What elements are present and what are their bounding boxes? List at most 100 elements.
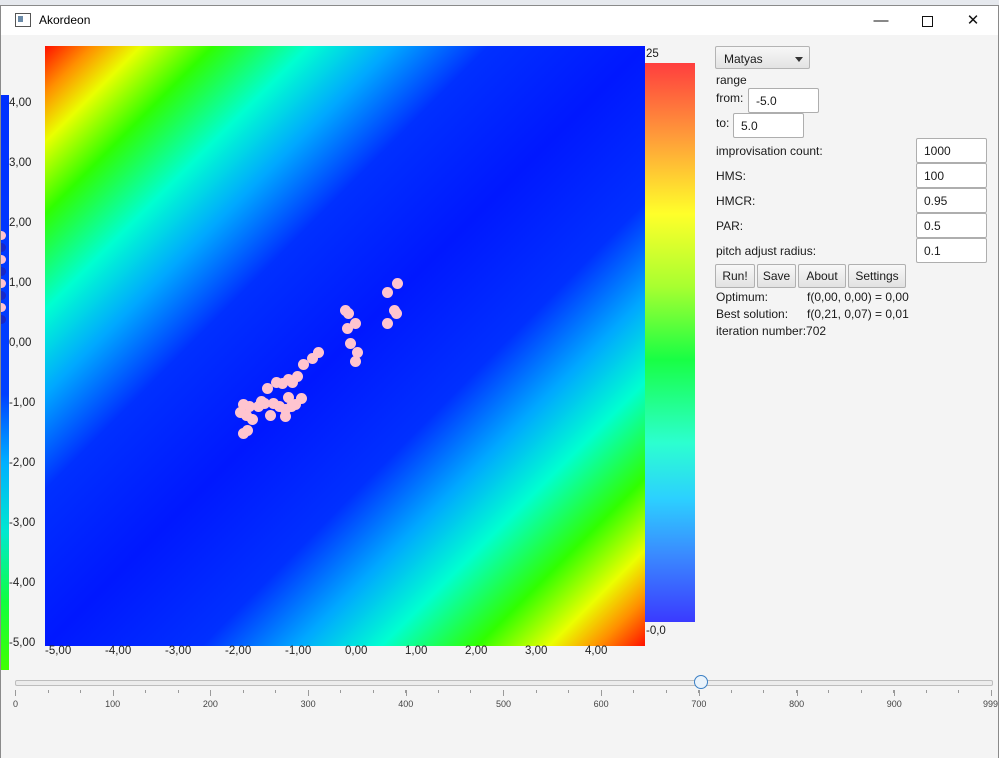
hmcr-input[interactable]: 0.95 [916,188,987,213]
par-label: PAR: [716,219,744,233]
save-button[interactable]: Save [757,264,796,288]
color-scale-min: -0,0 [646,625,666,637]
slider-minor-tick [340,690,342,693]
solution-point [237,399,249,411]
x-tick-label: -3,00 [165,645,192,657]
slider-tick-label: 600 [593,699,609,709]
solution-point [298,358,310,370]
optimum-label: Optimum: [716,290,769,304]
preview-point [1,267,6,276]
solution-point [270,376,282,388]
chevron-down-icon [795,57,803,62]
slider-minor-tick [828,690,830,693]
solution-point [279,411,291,423]
solution-point [261,382,273,394]
slider-major-tick [796,690,798,696]
maximize-icon [921,15,933,27]
pitch-adjust-radius-label: pitch adjust radius: [716,244,817,258]
solution-point [342,307,354,319]
y-tick-label: -4,00 [9,577,36,589]
improvisation-count-label: improvisation count: [716,144,823,158]
window-title: Akordeon [39,13,91,27]
solution-point [341,322,353,334]
best-solution-value: f(0,21, 0,07) = 0,01 [807,307,909,321]
solution-point [391,277,403,289]
solution-point [273,400,285,412]
slider-minor-tick [275,690,277,693]
solution-point [291,370,303,382]
slider-tick-label: 700 [691,699,707,709]
y-tick-label: -3,00 [9,517,36,529]
best-solution-label: Best solution: [716,307,789,321]
slider-tick-label: 200 [202,699,218,709]
title-bar: Akordeon — ✕ [1,6,998,35]
minimize-button[interactable]: — [858,6,904,35]
color-scale-max: 25 [646,48,659,60]
solution-point [296,393,308,405]
solution-point [391,307,403,319]
slider-minor-tick [795,690,797,693]
slider-major-tick [991,690,992,696]
y-tick-label: -2,00 [9,457,36,469]
slider-minor-tick [958,690,960,693]
range-from-input[interactable]: -5.0 [748,88,819,113]
heatmap-plot[interactable] [45,46,645,646]
slider-minor-tick [145,690,147,693]
preview-point [1,243,6,252]
solution-point [267,397,279,409]
iteration-slider-track[interactable] [15,680,993,686]
slider-tick-label: 300 [300,699,316,709]
x-tick-label: -1,00 [285,645,312,657]
y-tick-label: 4,00 [9,97,32,109]
range-label: range [716,73,747,87]
pitch-adjust-radius-input[interactable]: 0.1 [916,238,987,263]
iteration-number-value: 702 [806,324,827,338]
slider-minor-tick [698,690,700,693]
slider-tick-label: 500 [495,699,511,709]
y-tick-label: 1,00 [9,277,32,289]
slider-minor-tick [600,690,602,693]
preview-point [1,255,6,264]
x-tick-label: 2,00 [465,645,488,657]
background-desktop [0,0,999,8]
slider-major-tick [308,690,310,696]
y-tick-label: -5,00 [9,637,36,649]
settings-button[interactable]: Settings [848,264,906,288]
preview-point [1,291,6,300]
left-preview-strip [1,95,9,670]
x-tick-label: 4,00 [585,645,608,657]
slider-minor-tick [893,690,895,693]
about-button[interactable]: About [798,264,846,288]
function-select[interactable]: Matyas [715,46,810,69]
solution-point [282,373,294,385]
slider-minor-tick [633,690,635,693]
slider-minor-tick [470,690,472,693]
solution-point [285,400,297,412]
maximize-button[interactable] [904,6,950,35]
slider-tick-label: 0 [13,699,19,709]
slider-major-tick [405,690,407,696]
par-input[interactable]: 0.5 [916,213,987,238]
to-label: to: [716,116,730,130]
y-tick-label: -1,00 [9,397,36,409]
solution-point [234,406,246,418]
slider-minor-tick [568,690,570,693]
slider-major-tick [601,690,603,696]
solution-point [282,391,294,403]
solution-point [246,413,258,425]
range-to-input[interactable]: 5.0 [733,113,804,138]
solution-point [350,355,362,367]
iteration-slider-thumb[interactable] [693,675,708,689]
from-label: from: [716,91,744,105]
run-button[interactable]: Run! [715,264,755,288]
close-button[interactable]: ✕ [950,6,996,35]
slider-major-tick [15,690,16,696]
iteration-number-label: iteration number: [716,324,807,338]
slider-tick-label: 999 [982,699,998,709]
iteration-number-text: iteration number:702 [716,324,826,338]
improvisation-count-input[interactable]: 1000 [916,138,987,163]
hms-input[interactable]: 100 [916,163,987,188]
solution-point [381,286,393,298]
desktop-bottom-area [0,758,999,784]
solution-point [255,396,267,408]
